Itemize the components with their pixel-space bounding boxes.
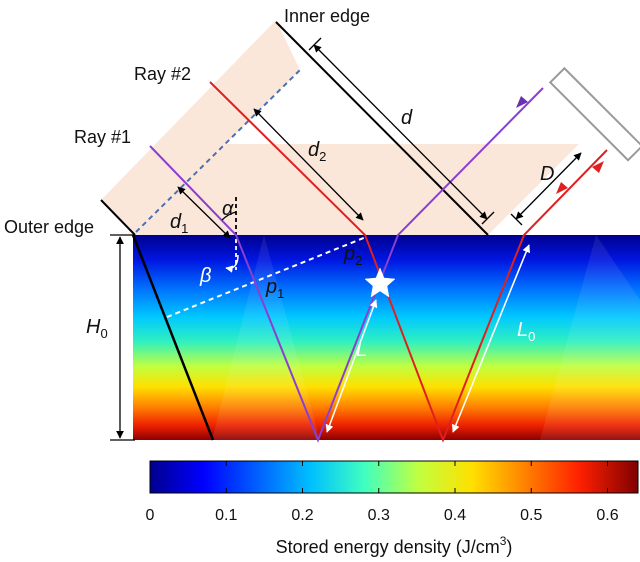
d-symbol: d	[401, 107, 413, 129]
outer-edge-line	[100, 199, 136, 236]
L-dimension	[325, 299, 378, 433]
colorbar-tick-label: 0	[146, 507, 155, 524]
pump-shade-left	[212, 235, 320, 440]
colorbar-tick-label: 0.4	[444, 507, 466, 524]
colorbar-tick-label: 0.3	[368, 507, 390, 524]
alpha-angle-arc	[221, 211, 237, 221]
d1-symbol: d1	[170, 211, 188, 236]
colorbar-tick-label: 0.1	[215, 507, 237, 524]
d2-dimension	[253, 108, 364, 221]
p2-symbol: p2	[343, 243, 362, 268]
dashed-wavefront	[135, 69, 301, 233]
mirror	[548, 66, 640, 162]
intersection-star	[364, 267, 396, 298]
H0-symbol: H0	[86, 316, 108, 341]
slab-edge-line	[131, 234, 215, 441]
ray2-arrow-up	[592, 161, 604, 173]
beta-angle-arc	[225, 254, 239, 273]
D-dimension	[515, 152, 582, 220]
outer-edge-label: Outer edge	[4, 217, 94, 237]
ray1-label: Ray #1	[74, 127, 131, 147]
ray1-arrow	[516, 96, 528, 108]
d-dimension	[313, 44, 488, 220]
L0-dimension	[452, 244, 530, 433]
colorbar-tick-label: 0.2	[291, 507, 313, 524]
D-symbol: D	[540, 163, 554, 185]
alpha-symbol: α	[222, 198, 234, 220]
d1-dimension	[177, 186, 231, 239]
d-tick-bottom	[481, 211, 495, 225]
inner-edge-label: Inner edge	[284, 6, 370, 26]
colorbar-label: Stored energy density (J/cm3)	[276, 534, 513, 557]
pump-shade-right	[540, 235, 640, 440]
colorbar-tick-label: 0.5	[520, 507, 542, 524]
ray2-label: Ray #2	[134, 64, 191, 84]
D-tick	[510, 213, 523, 226]
d-tick-top	[308, 37, 322, 51]
L0-symbol: L0	[517, 319, 535, 344]
beam-band-upper	[101, 20, 300, 235]
colorbar-ticks: 0 0.1 0.2 0.3 0.4 0.5 0.6	[146, 461, 619, 524]
p1-symbol: p1	[265, 276, 284, 301]
gain-slab	[133, 235, 640, 440]
colorbar	[149, 460, 639, 494]
colorbar-tick-label: 0.6	[596, 507, 618, 524]
beta-symbol: β	[199, 265, 211, 287]
L-symbol: L	[356, 339, 367, 361]
d2-symbol: d2	[308, 139, 326, 164]
